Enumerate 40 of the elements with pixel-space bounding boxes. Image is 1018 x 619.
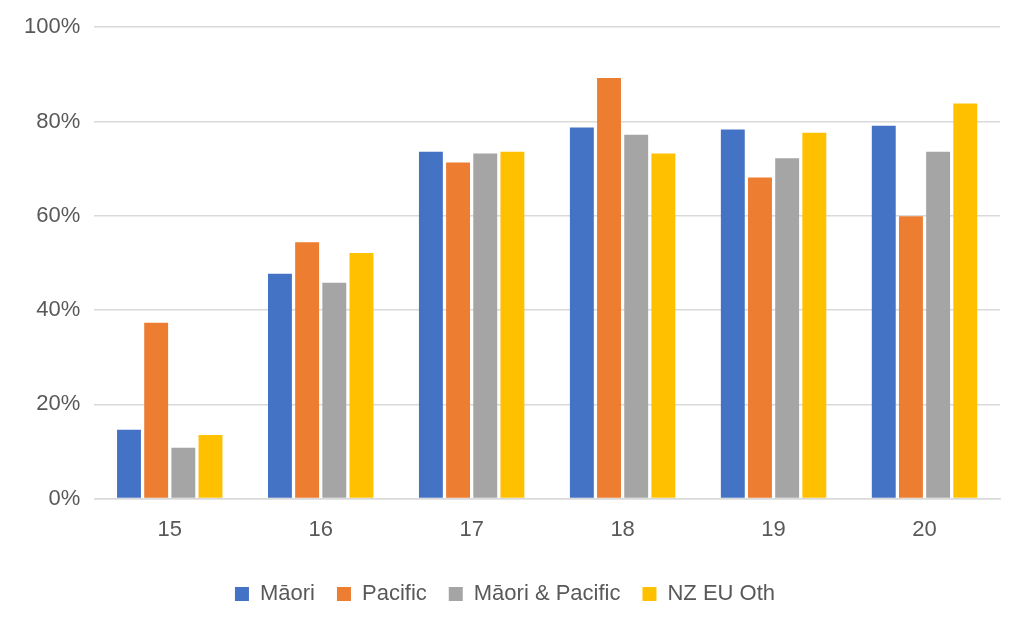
bar	[295, 242, 320, 498]
y-tick-label: 60%	[36, 201, 81, 227]
bar	[871, 125, 896, 498]
bar	[748, 177, 772, 498]
legend-label: Pacific	[361, 580, 427, 606]
x-tick-label: 16	[308, 515, 333, 541]
bar	[418, 151, 443, 498]
y-tick-label: 80%	[36, 107, 81, 133]
bar	[144, 322, 169, 498]
x-tick-label: 17	[459, 515, 484, 541]
y-tick-label: 0%	[48, 484, 81, 510]
bar	[267, 273, 292, 498]
bar	[720, 129, 745, 498]
y-tick-label: 40%	[36, 296, 81, 322]
bar	[953, 103, 978, 498]
bar	[898, 216, 923, 498]
bar	[651, 153, 676, 498]
x-tick-label: 19	[761, 515, 786, 541]
bar	[926, 151, 951, 498]
bar	[117, 429, 141, 498]
x-tick-label: 15	[157, 515, 182, 541]
bar	[775, 158, 800, 498]
x-tick-label: 18	[610, 515, 635, 541]
bar	[624, 134, 649, 498]
legend-label: NZ EU Oth	[667, 580, 776, 606]
bar	[198, 434, 223, 498]
bar	[500, 151, 525, 498]
bar	[322, 282, 347, 498]
bar	[569, 127, 594, 498]
bar	[171, 447, 196, 498]
y-tick-label: 100%	[23, 13, 81, 39]
bar	[597, 78, 621, 498]
bar	[349, 253, 374, 498]
bar	[802, 132, 827, 498]
bar	[446, 162, 471, 498]
bar	[473, 153, 498, 498]
legend-label: Māori & Pacific	[473, 580, 621, 606]
y-tick-label: 20%	[36, 390, 81, 416]
x-tick-label: 20	[912, 515, 937, 541]
legend-label: Māori	[259, 580, 315, 606]
